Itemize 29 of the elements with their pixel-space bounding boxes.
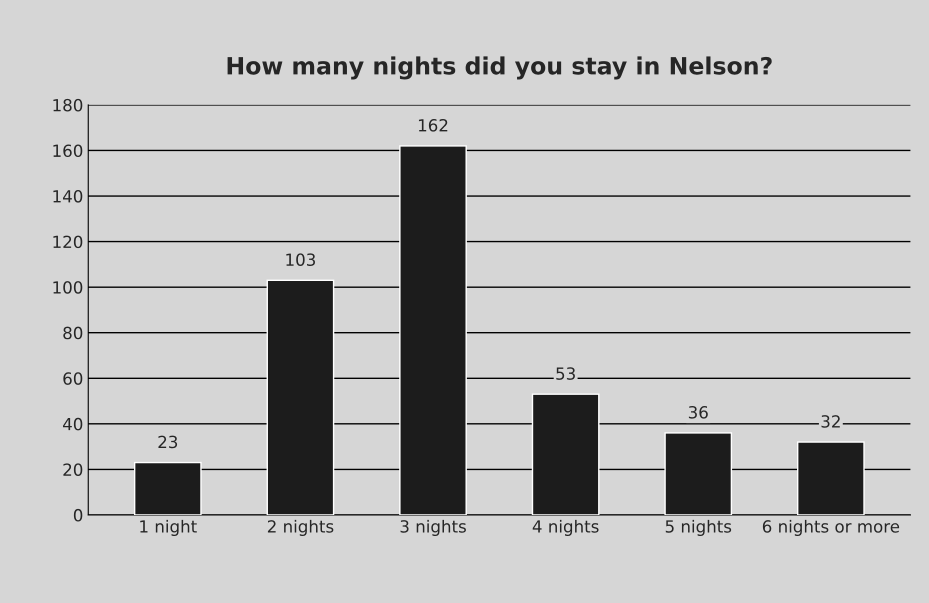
bar	[664, 432, 732, 515]
bar	[134, 462, 202, 515]
data-label: 23	[158, 436, 178, 448]
x-tick-label: 3 nights	[400, 520, 466, 536]
y-tick-label: 120	[53, 236, 82, 248]
bar	[399, 145, 467, 515]
chart-title: How many nights did you stay in Nelson?	[228, 56, 772, 80]
x-tick-label: 5 nights	[666, 520, 732, 536]
y-tick-label: 180	[53, 98, 82, 112]
y-tick-label: 100	[53, 281, 82, 294]
y-tick-label: 80	[63, 326, 82, 340]
y-tick-label: 20	[63, 463, 82, 476]
bar	[797, 441, 865, 515]
bar	[532, 394, 600, 515]
x-tick-label: 2 nights	[268, 520, 334, 536]
x-tick-label: 1 night	[140, 520, 197, 536]
x-tick-label: 6 nights or more	[762, 520, 900, 536]
data-label: 103	[286, 253, 315, 266]
bar	[266, 280, 334, 515]
y-tick-label: 140	[53, 190, 82, 203]
y-tick-label: 60	[63, 372, 82, 385]
y-tick-label: 40	[63, 418, 82, 430]
y-tick-label: 160	[53, 144, 82, 158]
data-label: 162	[418, 118, 448, 132]
x-tick-label: 4 nights	[532, 520, 599, 536]
data-label: 36	[688, 406, 708, 419]
y-tick-label: 0	[74, 508, 82, 522]
data-label: 32	[822, 415, 840, 428]
data-label: 53	[556, 367, 575, 380]
